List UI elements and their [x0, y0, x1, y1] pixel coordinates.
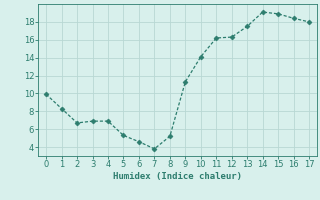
X-axis label: Humidex (Indice chaleur): Humidex (Indice chaleur)	[113, 172, 242, 181]
